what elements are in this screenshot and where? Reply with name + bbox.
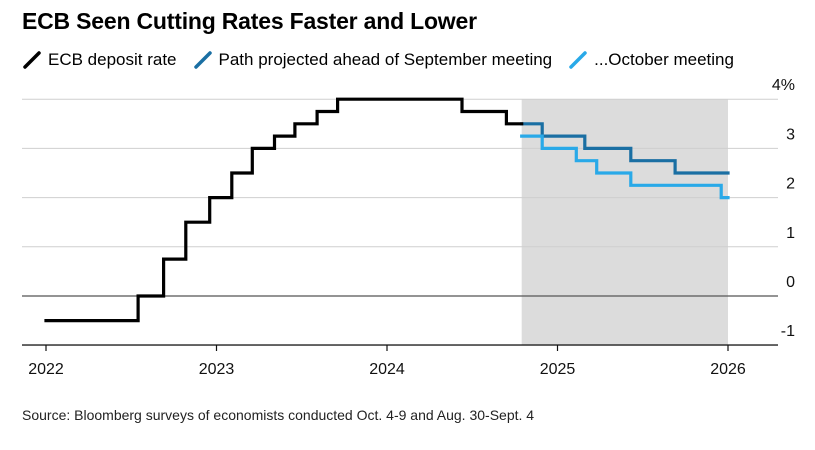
legend: ECB deposit rate Path projected ahead of… — [22, 47, 734, 73]
chart-title: ECB Seen Cutting Rates Faster and Lower — [22, 8, 477, 34]
y-tick-label-0: 4% — [772, 77, 795, 94]
series-line-october-path — [520, 134, 730, 200]
series-line-deposit-rate — [44, 97, 524, 323]
y-tick-label-5: -1 — [781, 323, 795, 340]
source-note: Source: Bloomberg surveys of economists … — [22, 407, 535, 423]
x-tick-label-3: 2025 — [540, 361, 576, 378]
y-tick-label-4: 0 — [786, 274, 795, 291]
chart-plot: 4% 3 2 1 0 -1 2022 2023 2024 2025 2026 — [22, 77, 795, 378]
series-line-september-path — [520, 122, 730, 175]
legend-item-deposit-rate: ECB deposit rate — [22, 50, 177, 70]
legend-label-deposit-rate: ECB deposit rate — [48, 50, 177, 69]
y-tick-label-1: 3 — [786, 126, 795, 143]
y-tick-label-2: 2 — [786, 176, 795, 193]
legend-item-september-path: Path projected ahead of September meetin… — [193, 50, 553, 70]
x-tick-label-1: 2023 — [199, 361, 235, 378]
legend-item-october-path: ...October meeting — [568, 50, 734, 70]
legend-swatch-september-icon — [193, 50, 213, 70]
x-tick-label-4: 2026 — [710, 361, 746, 378]
legend-swatch-deposit-icon — [22, 50, 42, 70]
legend-label-october-path: ...October meeting — [594, 50, 734, 69]
projection-shaded-region — [521, 99, 728, 345]
x-tick-label-2: 2024 — [369, 361, 405, 378]
y-tick-label-3: 1 — [786, 225, 795, 242]
legend-label-september-path: Path projected ahead of September meetin… — [218, 50, 553, 69]
legend-swatch-october-icon — [568, 50, 588, 70]
x-tick-label-0: 2022 — [28, 361, 64, 378]
